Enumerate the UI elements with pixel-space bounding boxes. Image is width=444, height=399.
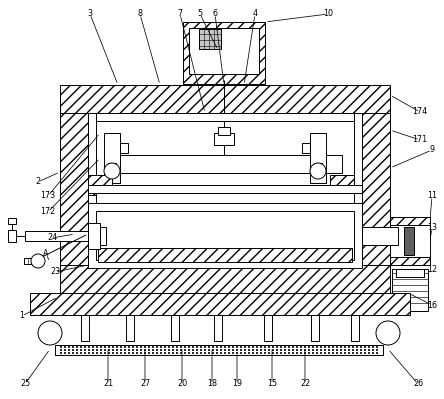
Text: 3: 3	[87, 10, 92, 18]
Bar	[100, 227, 106, 245]
Text: 16: 16	[427, 300, 437, 310]
Bar	[362, 227, 398, 245]
Text: 26: 26	[413, 379, 423, 389]
Bar	[264, 315, 272, 341]
Text: 10: 10	[323, 10, 333, 18]
Text: 172: 172	[40, 207, 56, 217]
Text: 24: 24	[47, 233, 57, 243]
Bar	[218, 127, 230, 135]
Text: 23: 23	[50, 267, 60, 277]
Text: 9: 9	[429, 146, 435, 154]
Bar	[390, 217, 430, 265]
Bar	[8, 230, 16, 242]
Text: 11: 11	[427, 192, 437, 201]
Bar	[351, 315, 359, 341]
Bar	[88, 175, 112, 195]
Text: 2: 2	[36, 178, 40, 186]
Bar	[24, 258, 38, 264]
Text: 7: 7	[178, 10, 182, 18]
Bar	[390, 217, 430, 225]
Bar	[199, 29, 221, 49]
Bar	[88, 185, 362, 193]
Text: 174: 174	[412, 107, 428, 117]
Bar	[96, 193, 354, 219]
Bar	[88, 203, 362, 268]
Bar	[126, 315, 134, 341]
Circle shape	[31, 254, 45, 268]
Text: 25: 25	[20, 379, 30, 389]
Text: 12: 12	[427, 265, 437, 275]
Bar	[25, 231, 88, 241]
Bar	[310, 133, 326, 183]
Circle shape	[376, 321, 400, 345]
Bar	[189, 28, 259, 74]
Bar	[330, 175, 354, 195]
Text: 4: 4	[253, 10, 258, 18]
Bar	[104, 133, 120, 183]
Bar	[98, 248, 352, 262]
Bar	[183, 22, 265, 84]
Text: 8: 8	[138, 10, 143, 18]
Bar	[214, 315, 222, 341]
Text: 1: 1	[20, 312, 24, 320]
Bar	[8, 218, 16, 224]
Bar	[30, 293, 410, 315]
Bar	[120, 143, 128, 153]
Bar	[354, 113, 362, 193]
Text: 6: 6	[213, 10, 218, 18]
Bar	[392, 269, 428, 311]
Bar	[314, 163, 322, 169]
Bar	[214, 133, 234, 145]
Text: 13: 13	[427, 223, 437, 233]
Bar	[311, 315, 319, 341]
Bar	[55, 345, 383, 355]
Bar	[88, 113, 362, 121]
Text: 5: 5	[198, 10, 202, 18]
Text: 27: 27	[140, 379, 150, 389]
Bar	[88, 113, 96, 193]
Text: 173: 173	[40, 192, 56, 201]
Bar	[60, 113, 88, 265]
Text: 22: 22	[300, 379, 310, 389]
Bar	[362, 113, 390, 265]
Circle shape	[38, 321, 62, 345]
Circle shape	[310, 163, 326, 179]
Text: 19: 19	[232, 379, 242, 389]
Text: 171: 171	[412, 136, 428, 144]
Bar	[396, 269, 424, 277]
Bar	[96, 211, 354, 260]
Bar	[302, 143, 310, 153]
Bar	[60, 85, 390, 113]
Text: 18: 18	[207, 379, 217, 389]
Text: 15: 15	[267, 379, 277, 389]
Bar	[404, 227, 414, 255]
Bar	[171, 315, 179, 341]
Circle shape	[104, 163, 120, 179]
Bar	[108, 155, 342, 173]
Bar	[60, 265, 390, 293]
Bar	[362, 231, 425, 241]
Text: A: A	[43, 249, 49, 259]
Text: 21: 21	[103, 379, 113, 389]
Text: 20: 20	[177, 379, 187, 389]
Bar	[108, 163, 116, 169]
Bar	[390, 257, 430, 265]
Bar	[81, 315, 89, 341]
Bar	[88, 223, 100, 249]
